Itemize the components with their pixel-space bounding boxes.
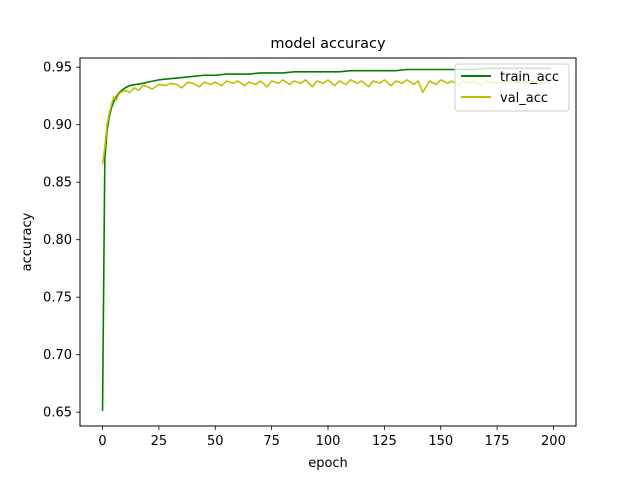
chart-title: model accuracy [270, 36, 386, 52]
y-tick-label: 0.65 [43, 406, 72, 421]
y-tick-label: 0.85 [43, 176, 72, 191]
legend-label-val-acc: val_acc [500, 91, 548, 106]
series-line-val-acc [101, 79, 552, 164]
y-tick-label: 0.90 [43, 118, 72, 133]
x-tick-label: 50 [207, 434, 224, 449]
legend: train_acc val_acc [454, 63, 570, 112]
y-tick-label: 0.70 [43, 348, 72, 363]
plot-area: 0 25 50 75 100 125 150 175 200 0.650.700.750.800… [43, 57, 577, 449]
x-tick-label: 0 [98, 434, 106, 449]
x-tick-label: 175 [485, 434, 510, 449]
x-tick-label: 125 [372, 434, 397, 449]
x-tick-label: 100 [316, 434, 341, 449]
x-tick-label: 200 [541, 434, 566, 449]
y-ticks: 0.65 0.70 0.75 0.80 0.85 0.90 0.95 [43, 61, 80, 421]
y-tick-label: 0.80 [43, 233, 72, 248]
plot-frame [79, 57, 577, 427]
x-tick-label: 150 [428, 434, 453, 449]
y-tick-label: 0.75 [43, 291, 72, 306]
x-tick-label: 75 [263, 434, 280, 449]
y-axis-label: accuracy [20, 212, 35, 271]
x-axis-label: epoch [308, 456, 348, 471]
legend-label-train-acc: train_acc [500, 70, 559, 85]
y-tick-label: 0.95 [43, 61, 72, 76]
x-ticks: 0 25 50 75 100 125 150 175 200 [98, 426, 566, 449]
x-tick-label: 25 [151, 434, 168, 449]
